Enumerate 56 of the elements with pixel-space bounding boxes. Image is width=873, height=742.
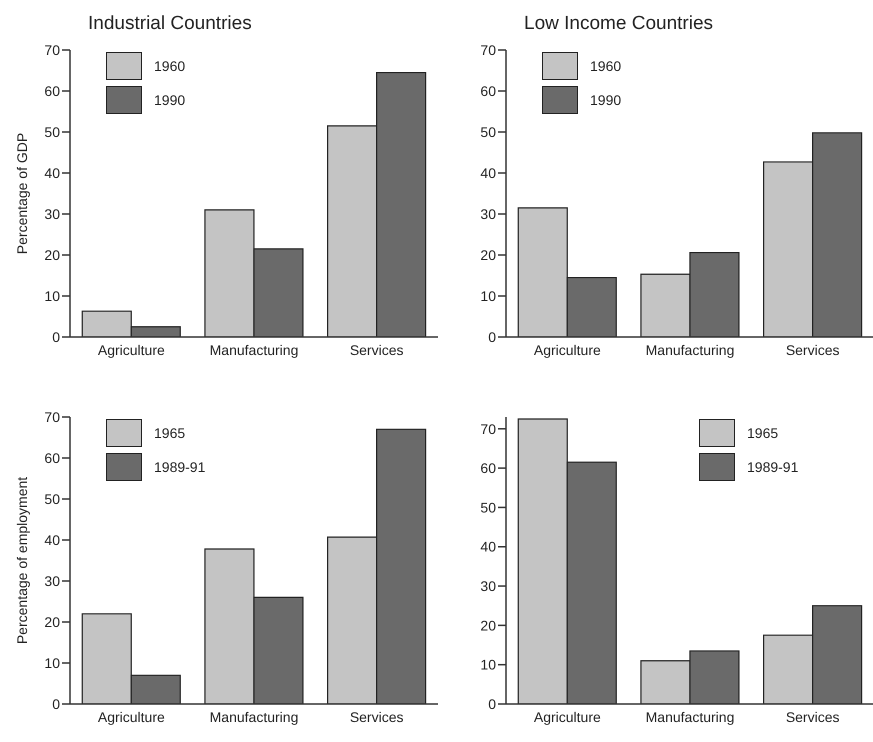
legend-label: 1990 [590,92,622,108]
x-tick-label: Services [786,342,840,358]
y-tick-label: 30 [480,578,496,594]
y-tick-label: 60 [480,82,496,99]
y-tick-label: 0 [488,328,496,345]
y-tick-label: 70 [480,42,496,58]
chart-title: Low Income Countries [523,12,714,36]
x-tick-label: Manufacturing [210,708,298,725]
chart-title: Industrial Countries [87,12,253,36]
x-tick-label: Services [350,708,404,725]
y-tick-label: 50 [480,499,496,516]
x-tick-label: Services [786,708,840,725]
y-tick-label: 60 [480,460,496,476]
legend-label: 1989-91 [154,459,206,475]
y-tick-label: 0 [52,696,60,712]
y-tick-label: 20 [44,246,60,263]
y-tick-label: 10 [44,288,60,304]
legend-label: 1965 [154,425,186,441]
x-tick-label: Agriculture [534,708,602,725]
y-tick-label: 20 [480,617,496,634]
x-tick-label: Agriculture [534,342,602,358]
y-tick-label: 30 [44,572,60,589]
legend-label: 1960 [154,58,186,74]
y-tick-label: 50 [44,124,60,140]
y-tick-label: 40 [44,164,60,181]
y-tick-label: 20 [480,246,496,263]
x-tick-label: Manufacturing [646,708,734,725]
legend-label: 1960 [590,58,622,74]
y-tick-label: 40 [44,532,60,548]
y-axis-title: Percentage of GDP [14,132,30,254]
y-tick-label: 10 [480,288,496,304]
y-tick-label: 30 [480,206,496,222]
x-tick-label: Agriculture [98,708,166,725]
y-tick-label: 30 [44,206,60,222]
y-tick-label: 0 [52,328,60,345]
y-tick-label: 50 [44,490,60,507]
y-tick-label: 0 [488,696,496,712]
y-tick-label: 70 [44,408,60,425]
y-tick-label: 40 [480,164,496,181]
x-tick-label: Services [350,342,404,358]
legend-label: 1989-91 [747,459,798,475]
legend-label: 1990 [154,92,186,108]
y-tick-label: 50 [480,124,496,140]
y-axis-title: Percentage of employment [14,476,30,644]
x-tick-label: Manufacturing [646,342,734,358]
y-tick-label: 40 [480,538,496,555]
y-tick-label: 20 [44,614,60,630]
legend-label: 1965 [747,425,778,441]
x-tick-label: Manufacturing [210,342,298,358]
x-tick-label: Agriculture [98,342,166,358]
y-tick-label: 60 [44,450,60,466]
y-tick-label: 10 [480,656,496,673]
y-tick-label: 70 [44,42,60,58]
y-tick-label: 10 [44,654,60,671]
y-tick-label: 60 [44,82,60,99]
y-tick-label: 70 [480,420,496,437]
